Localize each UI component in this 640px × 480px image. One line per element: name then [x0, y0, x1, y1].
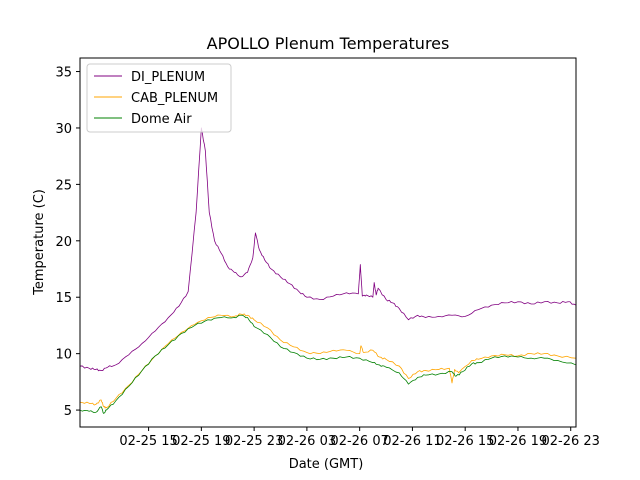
plot-frame — [79, 57, 577, 428]
legend-label-di-plenum: DI_PLENUM — [131, 70, 205, 85]
x-tick-label: 02-26 23 — [541, 434, 599, 449]
x-tick-label: 02-25 23 — [225, 434, 283, 449]
y-tick-label: 15 — [55, 291, 72, 306]
plot-area — [79, 127, 577, 414]
y-tick-label: 30 — [55, 122, 72, 137]
x-axis-label: Date (GMT) — [289, 457, 364, 472]
x-tick-label: 02-26 15 — [436, 434, 494, 449]
x-tick-label: 02-26 03 — [278, 434, 336, 449]
y-axis-label: Temperature (C) — [32, 189, 47, 296]
y-tick-label: 35 — [55, 66, 72, 81]
x-tick-label: 02-26 19 — [489, 434, 547, 449]
y-tick-label: 25 — [55, 178, 72, 193]
legend: DI_PLENUM CAB_PLENUM Dome Air — [86, 63, 232, 133]
y-tick-label: 5 — [64, 404, 72, 419]
legend-label-dome-air: Dome Air — [131, 112, 192, 127]
chart-title: APOLLO Plenum Temperatures — [207, 34, 450, 53]
series-line-dome-air — [79, 314, 577, 414]
x-tick-label: 02-25 15 — [119, 434, 177, 449]
y-axis-ticks: 5 10 15 20 25 30 35 — [55, 66, 80, 419]
legend-label-cab-plenum: CAB_PLENUM — [131, 91, 218, 106]
y-tick-label: 20 — [55, 235, 72, 250]
series-line-di-plenum — [79, 127, 577, 372]
y-tick-label: 10 — [55, 348, 72, 363]
legend-frame — [86, 63, 232, 133]
x-tick-label: 02-26 07 — [330, 434, 388, 449]
x-tick-label: 02-26 11 — [383, 434, 441, 449]
x-tick-label: 02-25 19 — [172, 434, 230, 449]
